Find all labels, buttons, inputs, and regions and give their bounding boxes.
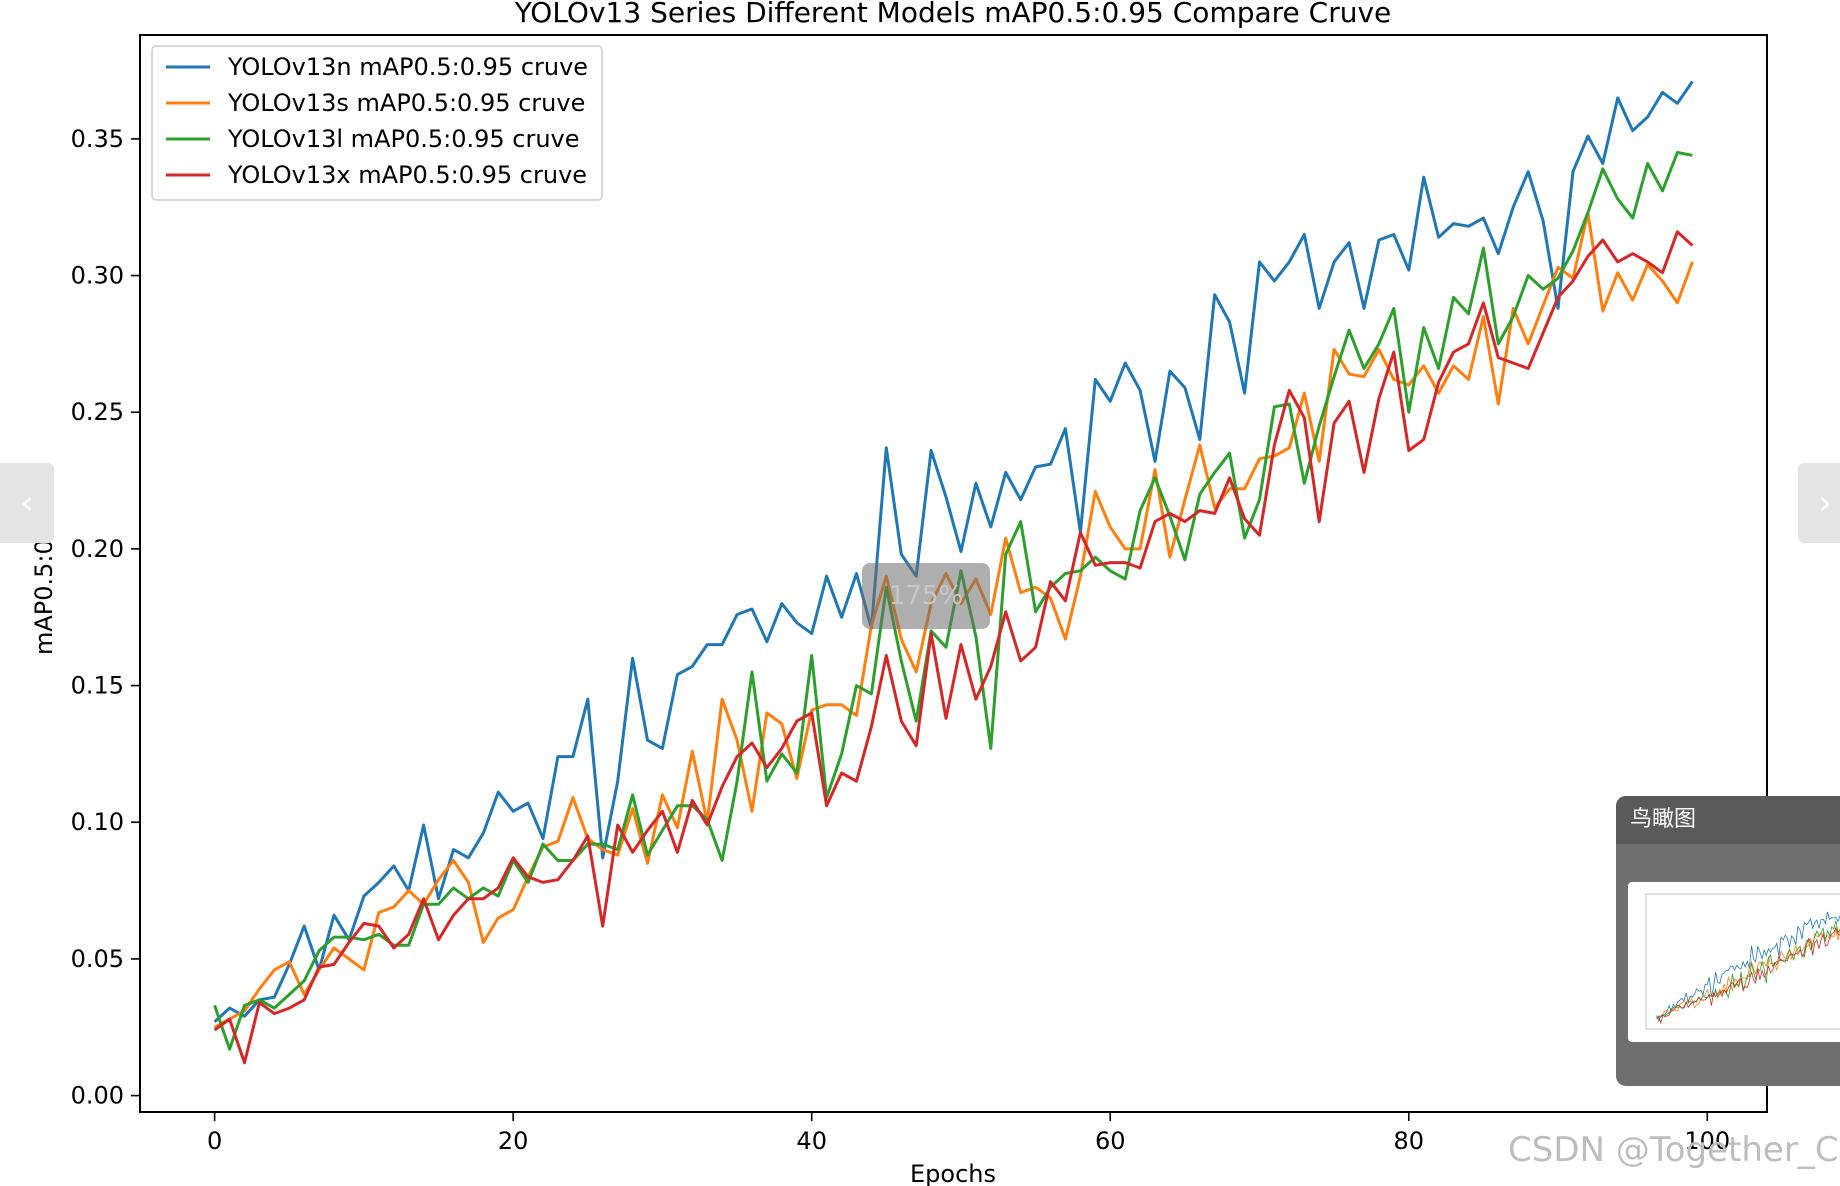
y-tick-label-4: 0.20 <box>71 535 124 563</box>
y-tick-label-3: 0.15 <box>71 672 124 700</box>
x-tick-label-2: 40 <box>796 1127 827 1155</box>
legend-label-1: YOLOv13s mAP0.5:0.95 cruve <box>227 89 585 117</box>
series-line-0 <box>213 80 1694 1023</box>
thumbnail-series-3 <box>1656 926 1840 1025</box>
thumbnail-chart <box>1645 893 1840 1030</box>
ticks-layer: 0 20 40 60 80 100 0.00 0.05 0.10 0.15 0.20 0.25 0.30… <box>71 125 1731 1155</box>
y-tick-label-7: 0.35 <box>71 125 124 153</box>
x-tick-label-3: 60 <box>1095 1127 1126 1155</box>
thumbnail-series-2 <box>1656 920 1840 1023</box>
y-tick-label-5: 0.25 <box>71 398 124 426</box>
series-line-3 <box>213 230 1694 1065</box>
legend-box <box>151 45 603 201</box>
legend: YOLOv13n mAP0.5:0.95 cruve YOLOv13s mAP0.… <box>151 45 603 201</box>
plot-frame <box>139 34 1768 1113</box>
overview-thumbnail[interactable] <box>1628 882 1840 1042</box>
legend-label-3: YOLOv13x mAP0.5:0.95 cruve <box>227 161 587 189</box>
thumbnail-frame <box>1645 893 1840 1030</box>
overview-panel[interactable]: 鸟瞰图 <box>1616 796 1840 1086</box>
overview-title: 鸟瞰图 <box>1616 796 1840 844</box>
x-tick-label-0: 0 <box>207 1127 222 1155</box>
x-axis-label: Epochs <box>910 1160 996 1186</box>
watermark: CSDN @Together_CZ <box>1508 1130 1840 1170</box>
chart-title: YOLOv13 Series Different Models mAP0.5:0… <box>514 0 1392 29</box>
x-tick-label-4: 80 <box>1393 1127 1424 1155</box>
y-tick-label-0: 0.00 <box>71 1082 124 1110</box>
thumbnail-series-1 <box>1656 926 1840 1019</box>
thumbnail-series-0 <box>1656 911 1840 1019</box>
y-tick-label-2: 0.10 <box>71 808 124 836</box>
legend-label-0: YOLOv13n mAP0.5:0.95 cruve <box>227 53 588 81</box>
y-tick-label-1: 0.05 <box>71 945 124 973</box>
chevron-right-icon: › <box>1818 483 1832 523</box>
x-tick-label-5: 100 <box>1684 1127 1730 1155</box>
x-tick-label-1: 20 <box>498 1127 529 1155</box>
legend-label-2: YOLOv13l mAP0.5:0.95 cruve <box>227 125 580 153</box>
zoom-level-badge: 175% <box>862 563 990 629</box>
y-tick-label-6: 0.30 <box>71 262 124 290</box>
chevron-left-icon: ‹ <box>20 483 34 523</box>
next-image-button[interactable]: › <box>1798 463 1840 543</box>
previous-image-button[interactable]: ‹ <box>0 463 54 543</box>
